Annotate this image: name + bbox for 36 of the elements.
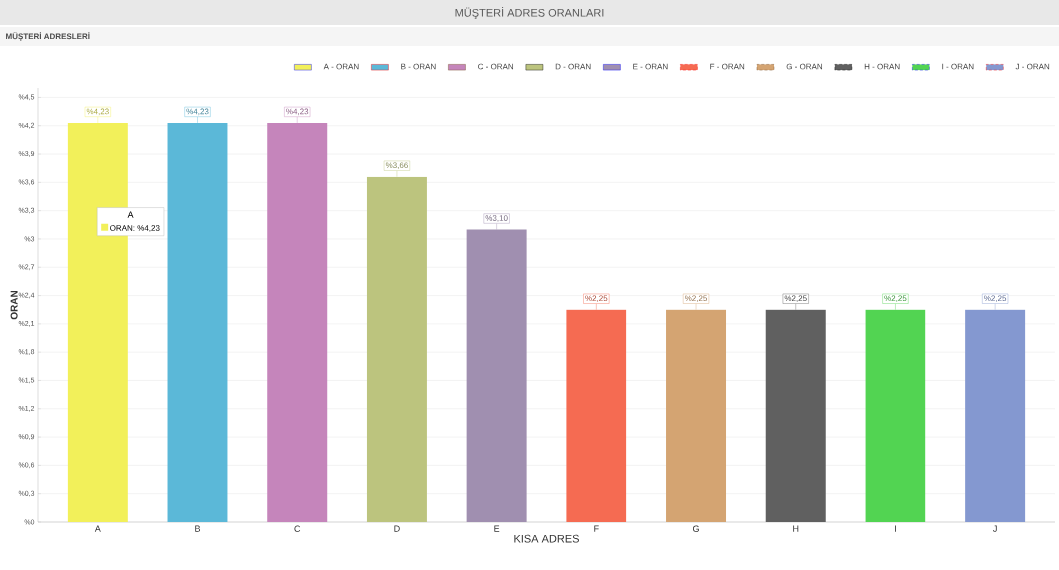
data-label: %2,25 xyxy=(684,295,708,303)
chart-subtitle: MÜŞTERİ ADRESLERİ xyxy=(6,32,90,41)
x-tick-label: G xyxy=(692,525,699,532)
x-tick-label: C xyxy=(294,525,301,532)
y-axis-title: ORAN xyxy=(10,290,18,320)
data-label: %4,23 xyxy=(86,108,109,116)
x-tick-label: H xyxy=(793,525,799,532)
legend-label: H - ORAN xyxy=(864,63,900,70)
x-tick-label: A xyxy=(94,525,101,532)
data-label: %4,23 xyxy=(186,108,209,116)
legend-label: A - ORAN xyxy=(323,63,359,70)
legend-label: G - ORAN xyxy=(786,63,823,70)
x-tick-label: J xyxy=(993,525,997,532)
chart-title: MÜŞTERİ ADRES ORANLARI xyxy=(455,7,604,19)
x-tick-label: F xyxy=(594,525,599,532)
legend-label: J - ORAN xyxy=(1015,63,1050,70)
legend-label: E - ORAN xyxy=(633,63,668,70)
legend-label: B - ORAN xyxy=(401,63,436,70)
data-label: %3,10 xyxy=(485,215,508,222)
data-label: %2,25 xyxy=(884,295,907,303)
data-label: %2,25 xyxy=(585,295,608,303)
data-label: %2,25 xyxy=(784,295,807,303)
annotation: A xyxy=(127,211,134,218)
legend-label: F - ORAN xyxy=(710,63,745,70)
data-label: %3,66 xyxy=(385,162,408,169)
data-label: %4,23 xyxy=(286,108,309,116)
x-tick-label: I xyxy=(895,525,896,532)
x-tick-label: D xyxy=(394,525,400,532)
data-label: %2,25 xyxy=(984,295,1007,303)
legend-label: D - ORAN xyxy=(555,63,591,70)
legend-label: I - ORAN xyxy=(942,63,974,70)
x-tick-label: B xyxy=(195,525,201,532)
annotation: ORAN: %4,23 xyxy=(110,225,160,232)
legend-label: C - ORAN xyxy=(478,63,514,70)
x-tick-label: E xyxy=(494,525,500,532)
x-axis-title: KISA ADRES xyxy=(514,534,579,543)
